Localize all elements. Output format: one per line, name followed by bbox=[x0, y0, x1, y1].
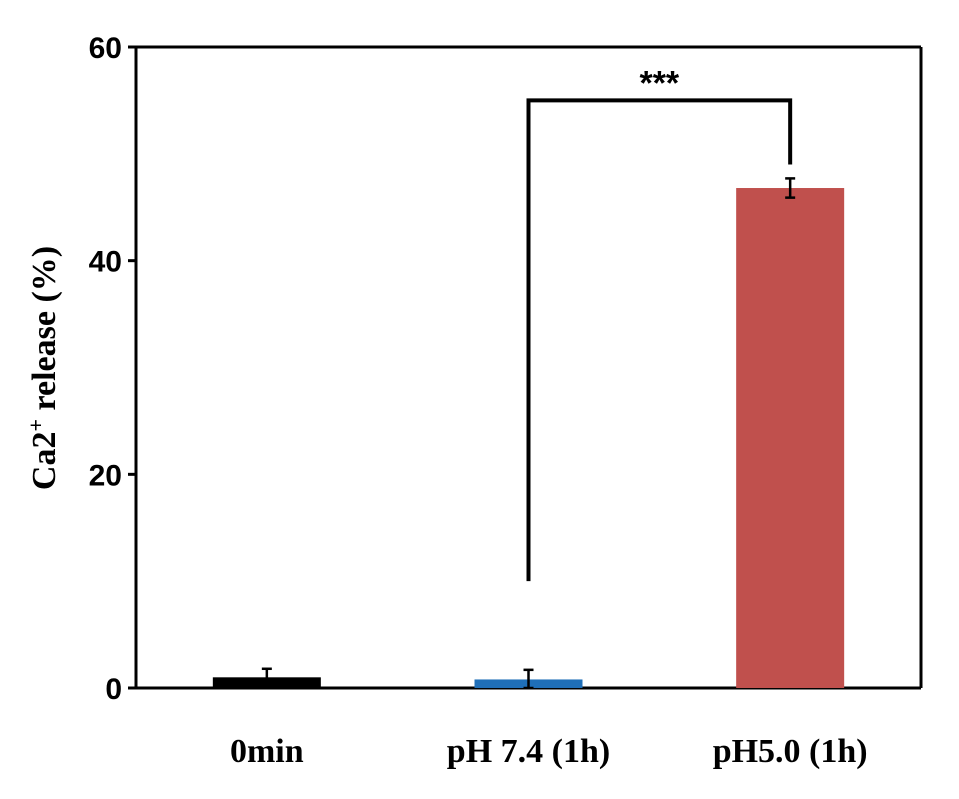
y-ticks: 0 20 40 60 bbox=[89, 32, 136, 706]
category-label: 0min bbox=[230, 733, 304, 770]
category-label: pH 7.4 (1h) bbox=[447, 733, 610, 770]
y-tick-label: 0 bbox=[105, 673, 122, 706]
y-axis-label-sup: + bbox=[23, 419, 48, 432]
y-axis-label-rest: release (%) bbox=[26, 246, 63, 419]
y-axis-label-main: Ca2 bbox=[26, 432, 63, 491]
significance-bracket: *** bbox=[526, 64, 793, 582]
bars bbox=[212, 188, 845, 688]
category-labels: 0min pH 7.4 (1h) pH5.0 (1h) bbox=[230, 733, 868, 770]
bar bbox=[736, 188, 845, 688]
y-tick-label: 60 bbox=[89, 32, 122, 65]
significance-label: *** bbox=[639, 64, 679, 102]
error-bars bbox=[261, 177, 796, 690]
category-label: pH5.0 (1h) bbox=[713, 733, 868, 770]
y-axis-label: Ca2+ release (%) bbox=[23, 246, 64, 490]
y-tick-label: 40 bbox=[89, 246, 122, 279]
y-tick-label: 20 bbox=[89, 459, 122, 492]
significance-line bbox=[526, 98, 793, 582]
